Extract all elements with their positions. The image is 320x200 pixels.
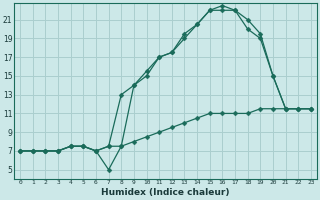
X-axis label: Humidex (Indice chaleur): Humidex (Indice chaleur) bbox=[101, 188, 230, 197]
